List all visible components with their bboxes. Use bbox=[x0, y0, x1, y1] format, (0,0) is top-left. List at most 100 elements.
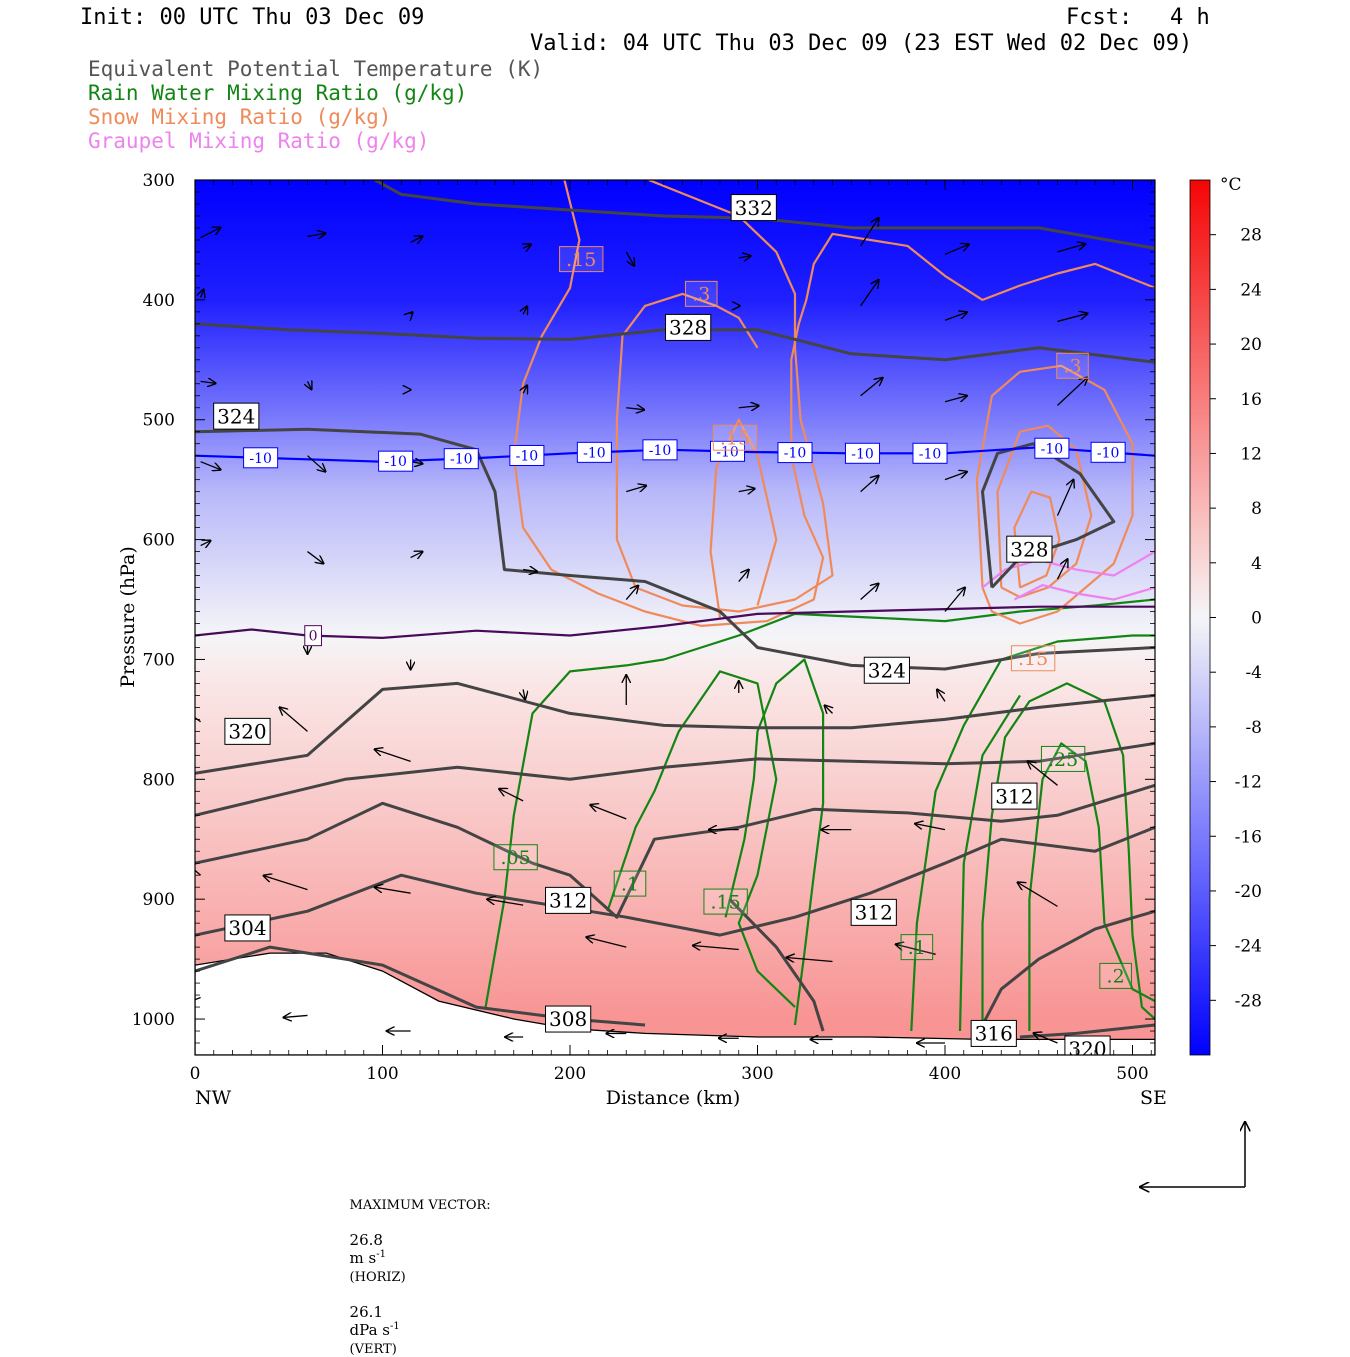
isotherm-label-0-9: -10 bbox=[912, 442, 948, 464]
svg-text:304: 304 bbox=[228, 916, 266, 940]
theta-e-contour-10 bbox=[981, 909, 1155, 1026]
svg-text:.15: .15 bbox=[566, 249, 596, 271]
wind-vector-14 bbox=[944, 312, 967, 321]
isotherm-label-0-0: -10 bbox=[243, 447, 279, 469]
wind-vector-32 bbox=[944, 472, 967, 481]
snow-contour-4 bbox=[996, 424, 1093, 599]
svg-text:312: 312 bbox=[855, 901, 893, 925]
wind-vector-29 bbox=[626, 486, 646, 492]
theta-e-contour-4 bbox=[195, 681, 1155, 775]
svg-text:0: 0 bbox=[309, 629, 318, 645]
wind-vector-64 bbox=[693, 946, 739, 950]
svg-text:328: 328 bbox=[669, 316, 707, 340]
svg-text:.25: .25 bbox=[1048, 749, 1078, 771]
wind-vector-9 bbox=[201, 289, 204, 297]
vert-vector-exp: -1 bbox=[389, 1321, 400, 1332]
svg-text:-10: -10 bbox=[450, 452, 473, 468]
svg-text:332: 332 bbox=[735, 196, 773, 220]
wind-vector-15 bbox=[1057, 313, 1088, 323]
svg-text:-10: -10 bbox=[516, 449, 539, 465]
legend-entry-theta-e: Equivalent Potential Temperature (K) bbox=[88, 57, 544, 81]
wind-vector-0 bbox=[200, 228, 221, 239]
y-axis-label: Pressure (hPa) bbox=[117, 546, 139, 688]
wind-vector-25 bbox=[200, 461, 221, 470]
plot-frame bbox=[194, 179, 1156, 1056]
wind-vector-6 bbox=[860, 218, 879, 247]
theta-e-label-7: 312 bbox=[545, 886, 592, 914]
colorbar-tick-label-3: 16 bbox=[1240, 390, 1262, 410]
theta-e-label-8: 312 bbox=[850, 898, 897, 926]
theta-e-label-6: 312 bbox=[991, 782, 1038, 810]
isotherm-label-0-4: -10 bbox=[576, 441, 612, 463]
horiz-vector-value: 26.8 bbox=[349, 1231, 383, 1249]
wind-vector-1 bbox=[307, 233, 326, 236]
wind-vector-36 bbox=[410, 552, 423, 558]
svg-text:312: 312 bbox=[995, 784, 1033, 808]
max-vector-note: MAXIMUM VECTOR: 26.8 m s-1 (HORIZ) 26.1 … bbox=[340, 1177, 491, 1357]
wind-vector-61 bbox=[375, 887, 411, 894]
y-tick-label-1: 400 bbox=[143, 291, 175, 311]
colorbar-tick-label-0: 28 bbox=[1240, 226, 1262, 246]
isotherm-1 bbox=[195, 605, 1155, 640]
wind-vector-39 bbox=[738, 570, 749, 582]
wind-vector-66 bbox=[896, 944, 936, 955]
rain-contour-5 bbox=[1028, 742, 1155, 1031]
theta-e-contour-2 bbox=[195, 427, 1155, 671]
svg-text:-10: -10 bbox=[583, 445, 606, 461]
colorbar-tick-label-13: -24 bbox=[1235, 937, 1262, 957]
wind-vector-19 bbox=[523, 385, 527, 393]
forecast-hour: 4 h bbox=[1170, 5, 1210, 30]
wind-vector-76 bbox=[1034, 1033, 1058, 1044]
svg-text:-10: -10 bbox=[249, 451, 272, 467]
rain-contour-6 bbox=[958, 694, 1021, 1032]
wind-vector-50 bbox=[195, 716, 202, 723]
svg-text:320: 320 bbox=[1068, 1037, 1106, 1061]
isotherm-label-0-10: -10 bbox=[1034, 437, 1070, 459]
colorbar-tick-label-4: 12 bbox=[1240, 444, 1262, 464]
wind-vector-38 bbox=[625, 586, 638, 600]
wind-vector-45 bbox=[523, 689, 525, 699]
x-tick-label-4: 400 bbox=[929, 1064, 961, 1084]
svg-text:.3: .3 bbox=[692, 284, 710, 306]
wind-vector-30 bbox=[738, 489, 755, 492]
snow-contour-2 bbox=[709, 418, 778, 618]
svg-text:-10: -10 bbox=[784, 446, 807, 462]
rain-label-4: .25 bbox=[1040, 745, 1086, 772]
x-tick-label-0: 0 bbox=[190, 1064, 201, 1084]
colorbar-tick-label-14: -28 bbox=[1235, 991, 1262, 1011]
legend-entry-graupel: Graupel Mixing Ratio (g/kg) bbox=[88, 129, 430, 153]
wind-vector-40 bbox=[860, 584, 879, 601]
theta-e-label-5: 320 bbox=[224, 717, 271, 745]
x-tick-label-5: 500 bbox=[1116, 1064, 1148, 1084]
rain-contour-1 bbox=[606, 670, 796, 1008]
graupel-contour-1 bbox=[1013, 584, 1155, 601]
rain-contour-4 bbox=[981, 682, 1155, 1031]
legend: Equivalent Potential Temperature (K) Rai… bbox=[88, 57, 543, 153]
snow-contour-5 bbox=[1013, 490, 1061, 589]
wind-vector-17 bbox=[308, 381, 312, 389]
wind-vector-41 bbox=[944, 588, 965, 612]
horiz-vector-tag: (HORIZ) bbox=[349, 1270, 406, 1285]
endpoint-right-label: SE bbox=[1140, 1087, 1167, 1109]
wind-vector-34 bbox=[200, 541, 211, 546]
wind-vector-62 bbox=[487, 899, 524, 906]
isotherm-label-0-7: -10 bbox=[777, 442, 813, 464]
svg-text:320: 320 bbox=[228, 720, 266, 744]
svg-text:-10: -10 bbox=[851, 446, 874, 462]
wind-vector-68 bbox=[195, 996, 201, 1001]
horiz-vector-exp: -1 bbox=[376, 1249, 386, 1260]
isotherm-label-0-5: -10 bbox=[642, 439, 678, 461]
wind-vector-10 bbox=[411, 312, 413, 314]
wind-vector-4 bbox=[625, 251, 634, 266]
y-tick-label-7: 1000 bbox=[132, 1010, 175, 1030]
wind-vector-49 bbox=[937, 689, 946, 702]
svg-text:.3: .3 bbox=[1063, 356, 1081, 378]
x-tick-label-3: 300 bbox=[741, 1064, 773, 1084]
colorbar bbox=[1189, 179, 1211, 1056]
wind-vector-53 bbox=[499, 789, 524, 802]
wind-vector-2 bbox=[410, 236, 423, 242]
theta-e-label-4: 324 bbox=[863, 656, 910, 684]
wind-vector-51 bbox=[280, 707, 308, 732]
y-tick-label-4: 700 bbox=[143, 650, 175, 670]
x-tick-label-2: 200 bbox=[554, 1064, 586, 1084]
